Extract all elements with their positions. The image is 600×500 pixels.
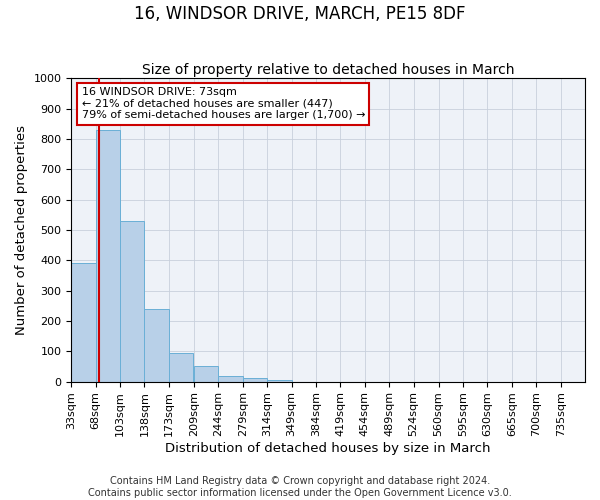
Bar bbox=[243, 378, 267, 382]
Bar bbox=[95, 130, 120, 382]
Bar bbox=[194, 366, 218, 382]
Bar bbox=[218, 376, 243, 382]
Text: 16 WINDSOR DRIVE: 73sqm
← 21% of detached houses are smaller (447)
79% of semi-d: 16 WINDSOR DRIVE: 73sqm ← 21% of detache… bbox=[82, 88, 365, 120]
Y-axis label: Number of detached properties: Number of detached properties bbox=[15, 125, 28, 335]
Bar bbox=[169, 353, 193, 382]
Text: 16, WINDSOR DRIVE, MARCH, PE15 8DF: 16, WINDSOR DRIVE, MARCH, PE15 8DF bbox=[134, 5, 466, 23]
Title: Size of property relative to detached houses in March: Size of property relative to detached ho… bbox=[142, 63, 514, 77]
Bar bbox=[145, 309, 169, 382]
Text: Contains HM Land Registry data © Crown copyright and database right 2024.
Contai: Contains HM Land Registry data © Crown c… bbox=[88, 476, 512, 498]
Bar bbox=[267, 380, 292, 382]
X-axis label: Distribution of detached houses by size in March: Distribution of detached houses by size … bbox=[166, 442, 491, 455]
Bar bbox=[120, 221, 145, 382]
Bar bbox=[71, 264, 95, 382]
